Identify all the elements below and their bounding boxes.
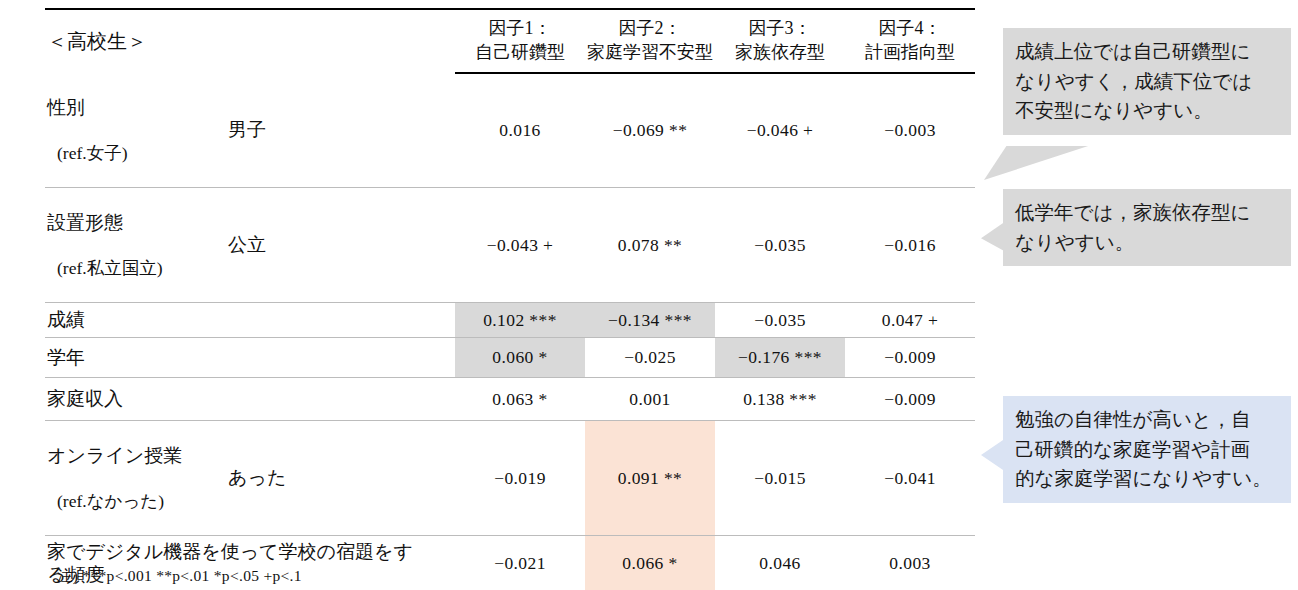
value-cell: 0.046 [715, 536, 845, 590]
significance-note: 注) ***p<.001 **p<.01 *p<.05 +p<.1 [57, 566, 302, 587]
value-cell: 0.016 [455, 73, 585, 188]
table-row-gender: 性別 (ref.女子) 男子 0.016 −0.069 ** −0.046 + … [45, 73, 975, 188]
value-cell: −0.176 *** [715, 338, 845, 378]
value-cell: −0.009 [845, 338, 975, 378]
figure-regression-results: ＜高校生＞ 因子1： 自己研鑽型 因子2： 家庭学習不安型 因子3： 家族依存型… [0, 0, 1298, 590]
table-row-school-year: 学年 0.060 * −0.025 −0.176 *** −0.009 [45, 338, 975, 378]
value-cell: −0.025 [585, 338, 715, 378]
callout-autonomy-tail [981, 438, 1006, 472]
value-cell: −0.134 *** [585, 303, 715, 338]
value-cell: 0.060 * [455, 338, 585, 378]
column-header-factor2: 因子2： 家庭学習不安型 [585, 9, 715, 73]
value-cell: 0.066 * [585, 536, 715, 590]
value-cell: 0.091 ** [585, 421, 715, 536]
callout-autonomy: 勉強の自律性が高いと，自 己研鑽的な家庭学習や計画 的な家庭学習になりやすい。 [1003, 396, 1291, 503]
table-row-school-type: 設置形態 (ref.私立国立) 公立 −0.043 + 0.078 ** −0.… [45, 188, 975, 303]
row-ref-text: (ref.女子) [47, 143, 228, 164]
row-label: 学年 [45, 338, 455, 378]
row-sublabel: 男子 [228, 73, 455, 188]
value-cell: −0.069 ** [585, 73, 715, 188]
value-cell: −0.021 [455, 536, 585, 590]
value-cell: −0.041 [845, 421, 975, 536]
value-cell: 0.102 *** [455, 303, 585, 338]
row-label: 家庭収入 [45, 378, 455, 421]
value-cell: −0.016 [845, 188, 975, 303]
regression-table-grid: ＜高校生＞ 因子1： 自己研鑽型 因子2： 家庭学習不安型 因子3： 家族依存型… [45, 8, 975, 590]
row-label: 設置形態 (ref.私立国立) [45, 188, 228, 303]
row-label: 性別 (ref.女子) [45, 73, 228, 188]
value-cell: −0.003 [845, 73, 975, 188]
row-label-text: 設置形態 [47, 211, 228, 234]
value-cell: 0.138 *** [715, 378, 845, 421]
value-cell: −0.019 [455, 421, 585, 536]
value-cell: 0.078 ** [585, 188, 715, 303]
value-cell: 0.001 [585, 378, 715, 421]
row-label: 成績 [45, 303, 455, 338]
regression-table: ＜高校生＞ 因子1： 自己研鑽型 因子2： 家庭学習不安型 因子3： 家族依存型… [45, 8, 975, 590]
row-sublabel: あった [228, 421, 455, 536]
header-row: ＜高校生＞ 因子1： 自己研鑽型 因子2： 家庭学習不安型 因子3： 家族依存型… [45, 9, 975, 73]
column-header-factor3: 因子3： 家族依存型 [715, 9, 845, 73]
table-row-online-class: オンライン授業 (ref.なかった) あった −0.019 0.091 ** −… [45, 421, 975, 536]
table-caption: ＜高校生＞ [45, 9, 455, 73]
table-row-grades: 成績 0.102 *** −0.134 *** −0.035 0.047 + [45, 303, 975, 338]
row-label: オンライン授業 (ref.なかった) [45, 421, 228, 536]
callout-school-year: 低学年では，家族依存型に なりやすい。 [1003, 189, 1291, 266]
row-sublabel: 公立 [228, 188, 455, 303]
row-ref-text: (ref.なかった) [47, 491, 228, 512]
value-cell: 0.003 [845, 536, 975, 590]
value-cell: −0.046 + [715, 73, 845, 188]
callout-grades-tail [984, 146, 1096, 180]
column-header-factor4: 因子4： 計画指向型 [845, 9, 975, 73]
value-cell: −0.009 [845, 378, 975, 421]
value-cell: −0.035 [715, 188, 845, 303]
row-ref-text: (ref.私立国立) [47, 258, 228, 279]
value-cell: −0.035 [715, 303, 845, 338]
row-label-text: 性別 [47, 96, 228, 119]
callout-grades: 成績上位では自己研鑽型に なりやすく，成績下位では 不安型になりやすい。 [1003, 28, 1291, 135]
value-cell: −0.015 [715, 421, 845, 536]
callout-school-year-tail [981, 221, 1006, 252]
value-cell: 0.047 + [845, 303, 975, 338]
value-cell: −0.043 + [455, 188, 585, 303]
row-label-text: オンライン授業 [47, 444, 228, 467]
table-row-household-income: 家庭収入 0.063 * 0.001 0.138 *** −0.009 [45, 378, 975, 421]
value-cell: 0.063 * [455, 378, 585, 421]
column-header-factor1: 因子1： 自己研鑽型 [455, 9, 585, 73]
